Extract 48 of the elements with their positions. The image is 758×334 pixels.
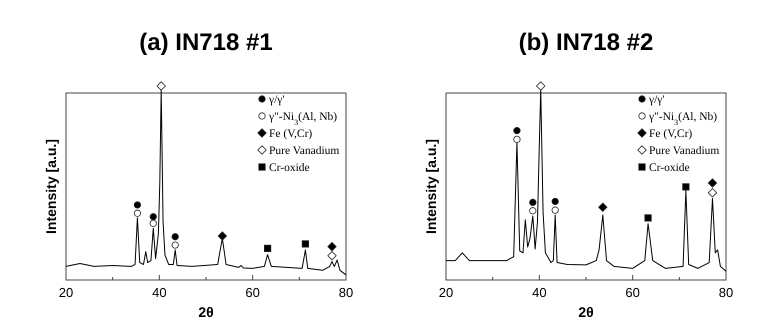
legend-label: Fe (V,Cr) xyxy=(649,128,692,140)
legend-label: γ"-Ni$_{3}$(Al, Nb) xyxy=(268,111,338,126)
legend-label: γ/γ' xyxy=(648,94,664,106)
point xyxy=(218,231,227,241)
point xyxy=(264,244,272,252)
y-axis-title: Intensity [a.u.] xyxy=(43,139,59,234)
point xyxy=(552,206,559,214)
x-tick-label: 60 xyxy=(245,285,260,300)
x-tick-label: 80 xyxy=(338,285,354,300)
legend-label: Cr-oxide xyxy=(649,162,690,174)
legend-label: γ"-Ni$_{3}$(Al, Nb) xyxy=(648,111,718,126)
chart-title: (a) IN718 #1 xyxy=(139,29,273,56)
point xyxy=(156,81,166,91)
point xyxy=(172,233,179,240)
point xyxy=(172,241,179,249)
point xyxy=(327,242,337,252)
point xyxy=(529,198,536,206)
x-tick-label: 60 xyxy=(625,285,640,300)
legend-label: Pure Vanadium xyxy=(649,145,720,157)
point xyxy=(513,136,521,143)
point xyxy=(134,201,141,209)
point xyxy=(644,214,652,222)
y-axis-title: Intensity [a.u.] xyxy=(423,139,439,234)
point xyxy=(302,240,309,248)
legend-label: Cr-oxide xyxy=(269,162,310,174)
x-tick-label: 40 xyxy=(152,285,167,300)
point xyxy=(529,207,536,214)
point xyxy=(708,188,718,198)
x-tick-label: 20 xyxy=(58,285,74,300)
chart-title: (b) IN718 #2 xyxy=(518,29,654,56)
point xyxy=(708,178,718,188)
point xyxy=(552,198,559,206)
point xyxy=(134,210,141,217)
legend-label: Fe (V,Cr) xyxy=(269,128,312,140)
x-axis-title: 2θ xyxy=(578,304,594,320)
x-axis-title: 2θ xyxy=(198,304,214,320)
point xyxy=(513,127,521,134)
x-tick-label: 80 xyxy=(718,285,734,300)
point xyxy=(150,213,157,220)
x-tick-label: 20 xyxy=(438,285,454,300)
point xyxy=(327,251,337,260)
legend-label: γ/γ' xyxy=(268,94,284,106)
point xyxy=(682,183,690,190)
point xyxy=(150,220,157,227)
point xyxy=(536,81,546,91)
x-tick-label: 40 xyxy=(532,285,547,300)
point xyxy=(598,202,608,212)
legend-label: Pure Vanadium xyxy=(269,145,340,157)
